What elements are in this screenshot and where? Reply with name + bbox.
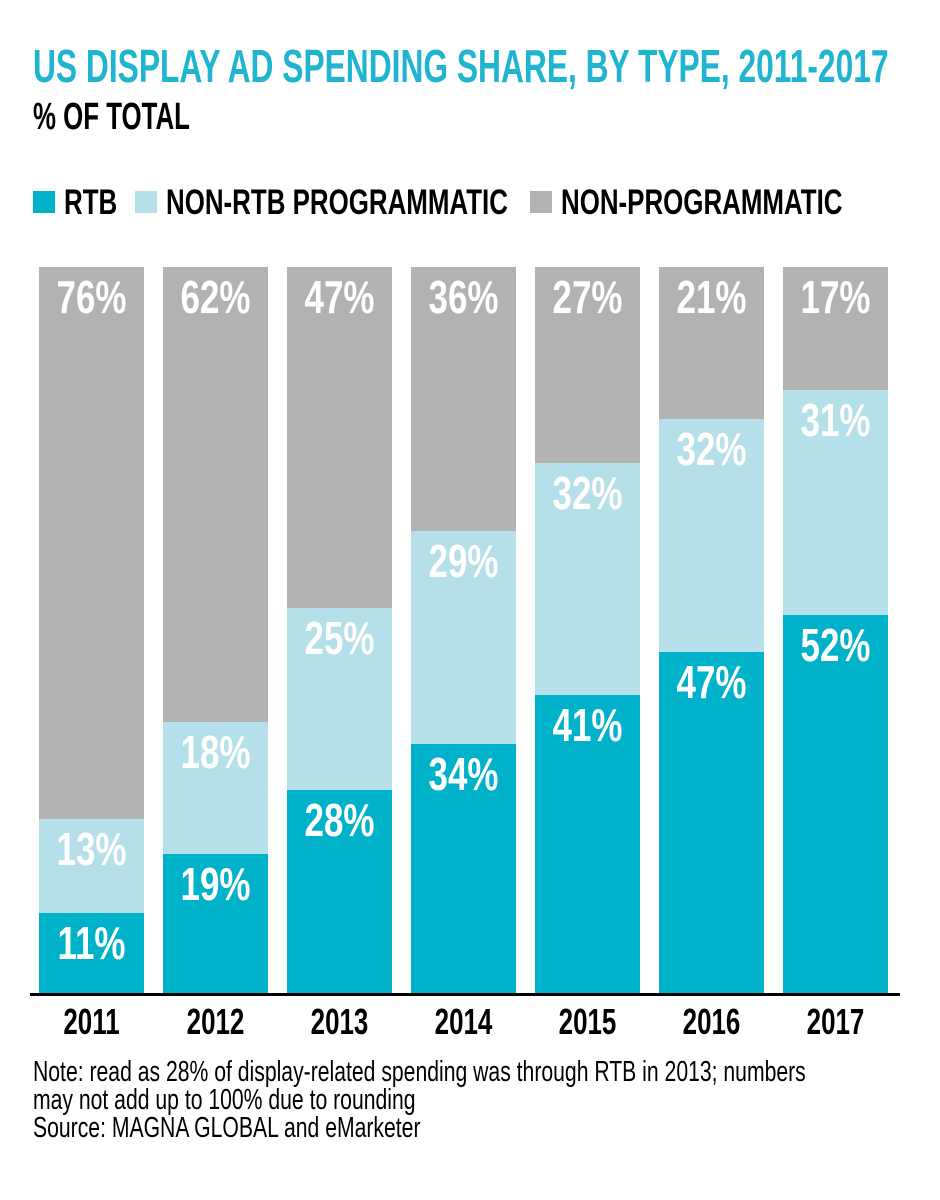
segment-rtb-2012: 19%	[163, 853, 268, 993]
bar-2012: 62% 18% 19%	[163, 267, 268, 993]
segment-non-rtb-programmatic-2016: 32%	[659, 419, 764, 652]
segment-non-programmatic-2015: 27%	[535, 267, 640, 464]
segment-non-programmatic-2017: 17%	[783, 267, 888, 391]
value-label-non-rtb-programmatic-2017: 31%	[800, 394, 871, 447]
bar-2015: 27% 32% 41%	[535, 267, 640, 993]
page-title: US DISPLAY AD SPENDING SHARE, BY TYPE, 2…	[33, 40, 889, 92]
legend-label-non-rtb-programmatic: NON-RTB PROGRAMMATIC	[166, 182, 508, 222]
segment-non-programmatic-2011: 76%	[39, 267, 144, 819]
value-label-rtb-2014: 34%	[428, 747, 499, 800]
value-label-rtb-2011: 11%	[57, 917, 126, 970]
value-label-non-rtb-programmatic-2013: 25%	[304, 612, 375, 665]
bar-2017: 17% 31% 52%	[783, 267, 888, 993]
segment-non-rtb-programmatic-2011: 13%	[39, 818, 144, 914]
value-label-non-rtb-programmatic-2014: 29%	[428, 535, 499, 587]
x-tick-2016: 2016	[682, 1001, 741, 1042]
value-label-rtb-2015: 41%	[552, 699, 623, 752]
legend-item-rtb: RTB	[33, 185, 136, 220]
value-label-non-rtb-programmatic-2015: 32%	[552, 467, 623, 520]
bar-2013: 47% 25% 28%	[287, 267, 392, 993]
value-label-rtb-2013: 28%	[304, 793, 375, 846]
x-tick-2017: 2017	[806, 1001, 865, 1042]
x-tick-2015: 2015	[558, 1001, 617, 1042]
segment-non-rtb-programmatic-2017: 31%	[783, 390, 888, 616]
segment-non-rtb-programmatic-2014: 29%	[411, 531, 516, 744]
value-label-non-rtb-programmatic-2016: 32%	[676, 423, 747, 476]
value-label-non-programmatic-2013: 47%	[304, 271, 375, 323]
segment-rtb-2014: 34%	[411, 743, 516, 993]
bar-2011: 76% 13% 11%	[39, 267, 144, 993]
x-tick-2014: 2014	[434, 1001, 493, 1042]
value-label-non-programmatic-2017: 17%	[800, 271, 871, 323]
segment-non-programmatic-2012: 62%	[163, 267, 268, 722]
legend-swatch-non-rtb-programmatic	[135, 191, 157, 213]
page-subtitle: % OF TOTAL	[33, 96, 190, 138]
segment-rtb-2016: 47%	[659, 651, 764, 993]
value-label-rtb-2016: 47%	[676, 655, 747, 708]
segment-rtb-2011: 11%	[39, 913, 144, 993]
value-label-rtb-2017: 52%	[800, 619, 871, 672]
legend-label-rtb: RTB	[64, 182, 118, 222]
value-label-non-rtb-programmatic-2011: 13%	[56, 822, 127, 875]
segment-non-programmatic-2013: 47%	[287, 267, 392, 609]
segment-non-rtb-programmatic-2012: 18%	[163, 721, 268, 854]
segment-rtb-2017: 52%	[783, 615, 888, 993]
chart-area: 76% 13% 11% 62% 18% 19% 47% 25% 28% 36% 29% 34% 27% 3…	[39, 267, 888, 993]
x-axis-labels: 2011 2012 2013 2014 2015 2016 2017	[39, 1002, 888, 1042]
x-axis-line	[30, 993, 900, 996]
value-label-non-programmatic-2014: 36%	[428, 271, 499, 323]
segment-non-rtb-programmatic-2015: 32%	[535, 463, 640, 696]
x-tick-2012: 2012	[186, 1001, 245, 1042]
legend-item-non-rtb-programmatic: NON-RTB PROGRAMMATIC	[135, 185, 628, 220]
bar-2016: 21% 32% 47%	[659, 267, 764, 993]
x-tick-2013: 2013	[310, 1001, 369, 1042]
legend-swatch-non-programmatic	[530, 191, 552, 213]
segment-rtb-2013: 28%	[287, 789, 392, 993]
legend-swatch-rtb	[33, 191, 55, 213]
value-label-non-programmatic-2011: 76%	[56, 271, 127, 323]
value-label-non-rtb-programmatic-2012: 18%	[180, 725, 251, 778]
note-line-1: Note: read as 28% of display-related spe…	[33, 1056, 806, 1088]
note-line-2: may not add up to 100% due to rounding	[33, 1084, 416, 1116]
value-label-non-programmatic-2012: 62%	[180, 271, 251, 323]
x-tick-2011: 2011	[63, 1001, 120, 1042]
segment-rtb-2015: 41%	[535, 695, 640, 993]
bar-2014: 36% 29% 34%	[411, 267, 516, 993]
segment-non-rtb-programmatic-2013: 25%	[287, 608, 392, 790]
legend-label-non-programmatic: NON-PROGRAMMATIC	[561, 182, 843, 222]
segment-non-programmatic-2014: 36%	[411, 267, 516, 531]
legend-item-non-programmatic: NON-PROGRAMMATIC	[530, 185, 940, 220]
footer: Note: read as 28% of display-related spe…	[33, 1056, 940, 1144]
source-line: Source: MAGNA GLOBAL and eMarketer	[33, 1112, 421, 1144]
segment-non-programmatic-2016: 21%	[659, 267, 764, 420]
value-label-non-programmatic-2015: 27%	[552, 271, 623, 323]
value-label-rtb-2012: 19%	[180, 857, 251, 910]
value-label-non-programmatic-2016: 21%	[676, 271, 747, 323]
